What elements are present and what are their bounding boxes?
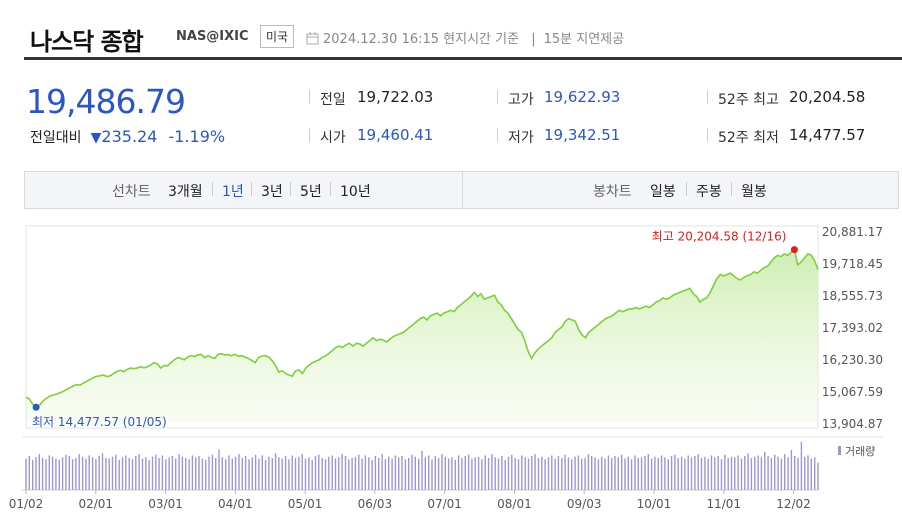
chart-toolbar	[24, 171, 899, 209]
volume-legend-label: 거래량	[845, 445, 875, 458]
toolbar-sep	[330, 182, 331, 196]
period-3m-button[interactable]: 3개월	[168, 184, 203, 200]
low-annotation: 최저 14,477.57 (01/05)	[32, 415, 167, 429]
y-tick-label: 13,904.87	[822, 417, 883, 431]
stat-divider	[309, 90, 310, 104]
period-5y-button[interactable]: 5년	[300, 184, 322, 200]
change-value: 235.24	[101, 127, 158, 146]
index-code: NAS@IXIC	[176, 29, 249, 44]
line-chart-label: 선차트	[112, 184, 151, 200]
change-percent: -1.19%	[168, 127, 226, 146]
y-tick-label: 15,067.59	[822, 385, 883, 399]
prev-close-value: 19,722.03	[357, 88, 434, 106]
x-tick-label: 11/01	[706, 497, 741, 511]
candle-chart-label: 봉차트	[593, 184, 632, 200]
x-tick-label: 09/03	[567, 497, 602, 511]
x-tick-label: 10/01	[637, 497, 672, 511]
stat-divider	[707, 90, 708, 104]
x-tick-label: 06/03	[358, 497, 393, 511]
current-price: 19,486.79	[26, 82, 186, 121]
low-value: 19,342.51	[544, 126, 621, 144]
open-label: 시가	[320, 130, 346, 146]
datetime-text: 2024.12.30 16:15 현지시간 기준	[323, 32, 520, 47]
x-tick-label: 08/01	[497, 497, 532, 511]
down-triangle-icon: ▼	[90, 130, 102, 146]
high-value: 19,622.93	[544, 88, 621, 106]
w52-low-value: 14,477.57	[789, 126, 866, 144]
toolbar-divider	[462, 172, 463, 208]
toolbar-sep	[212, 182, 213, 196]
x-tick-label: 01/02	[9, 497, 44, 511]
x-tick-label: 02/01	[78, 497, 113, 511]
delay-text: 15분 지연제공	[543, 32, 625, 47]
price-line	[25, 248, 819, 409]
x-tick-label: 03/01	[148, 497, 183, 511]
y-tick-label: 17,393.02	[822, 321, 883, 335]
high-annotation: 최고 20,204.58 (12/16)	[652, 230, 787, 244]
x-tick-label: 07/01	[427, 497, 462, 511]
prev-close-label: 전일	[320, 92, 346, 108]
x-tick-label: 05/01	[288, 497, 323, 511]
stat-divider	[707, 128, 708, 142]
low-label: 저가	[508, 130, 534, 146]
toolbar-sep	[251, 182, 252, 196]
period-10y-button[interactable]: 10년	[340, 184, 371, 200]
stat-divider	[309, 128, 310, 142]
x-tick-label: 04/01	[218, 497, 253, 511]
stat-divider	[497, 90, 498, 104]
toolbar-sep	[290, 182, 291, 196]
time-info: 2024.12.30 16:15 현지시간 기준 | 15분 지연제공	[306, 28, 624, 47]
w52-low-label: 52주 최저	[718, 130, 779, 146]
toolbar-sep	[731, 182, 732, 196]
y-tick-label: 19,718.45	[822, 257, 883, 271]
y-tick-label: 16,230.30	[822, 353, 883, 367]
x-tick-label: 12/02	[776, 497, 811, 511]
change-row: 전일대비 ▼235.24 -1.19%	[30, 127, 225, 147]
period-1y-button[interactable]: 1년	[222, 184, 244, 200]
stat-divider	[497, 128, 498, 142]
volume-legend-swatch	[838, 446, 841, 455]
index-title: 나스닥 종합	[30, 28, 144, 56]
candle-daily-button[interactable]: 일봉	[650, 184, 676, 200]
high-point-marker	[790, 246, 798, 254]
calendar-icon	[306, 32, 319, 45]
w52-high-label: 52주 최고	[718, 92, 779, 108]
open-value: 19,460.41	[357, 126, 434, 144]
change-label: 전일대비	[30, 130, 82, 146]
toolbar-sep	[686, 182, 687, 196]
candle-monthly-button[interactable]: 월봉	[741, 184, 767, 200]
y-tick-label: 20,881.17	[822, 225, 883, 239]
delay-separator: |	[531, 32, 536, 47]
header-divider	[24, 57, 902, 60]
price-area-fill	[26, 249, 818, 423]
low-point-marker	[32, 403, 40, 411]
period-3y-button[interactable]: 3년	[261, 184, 283, 200]
y-tick-label: 18,555.73	[822, 289, 883, 303]
high-label: 고가	[508, 92, 534, 108]
w52-high-value: 20,204.58	[789, 88, 866, 106]
candle-weekly-button[interactable]: 주봉	[696, 184, 722, 200]
region-badge: 미국	[260, 25, 295, 48]
